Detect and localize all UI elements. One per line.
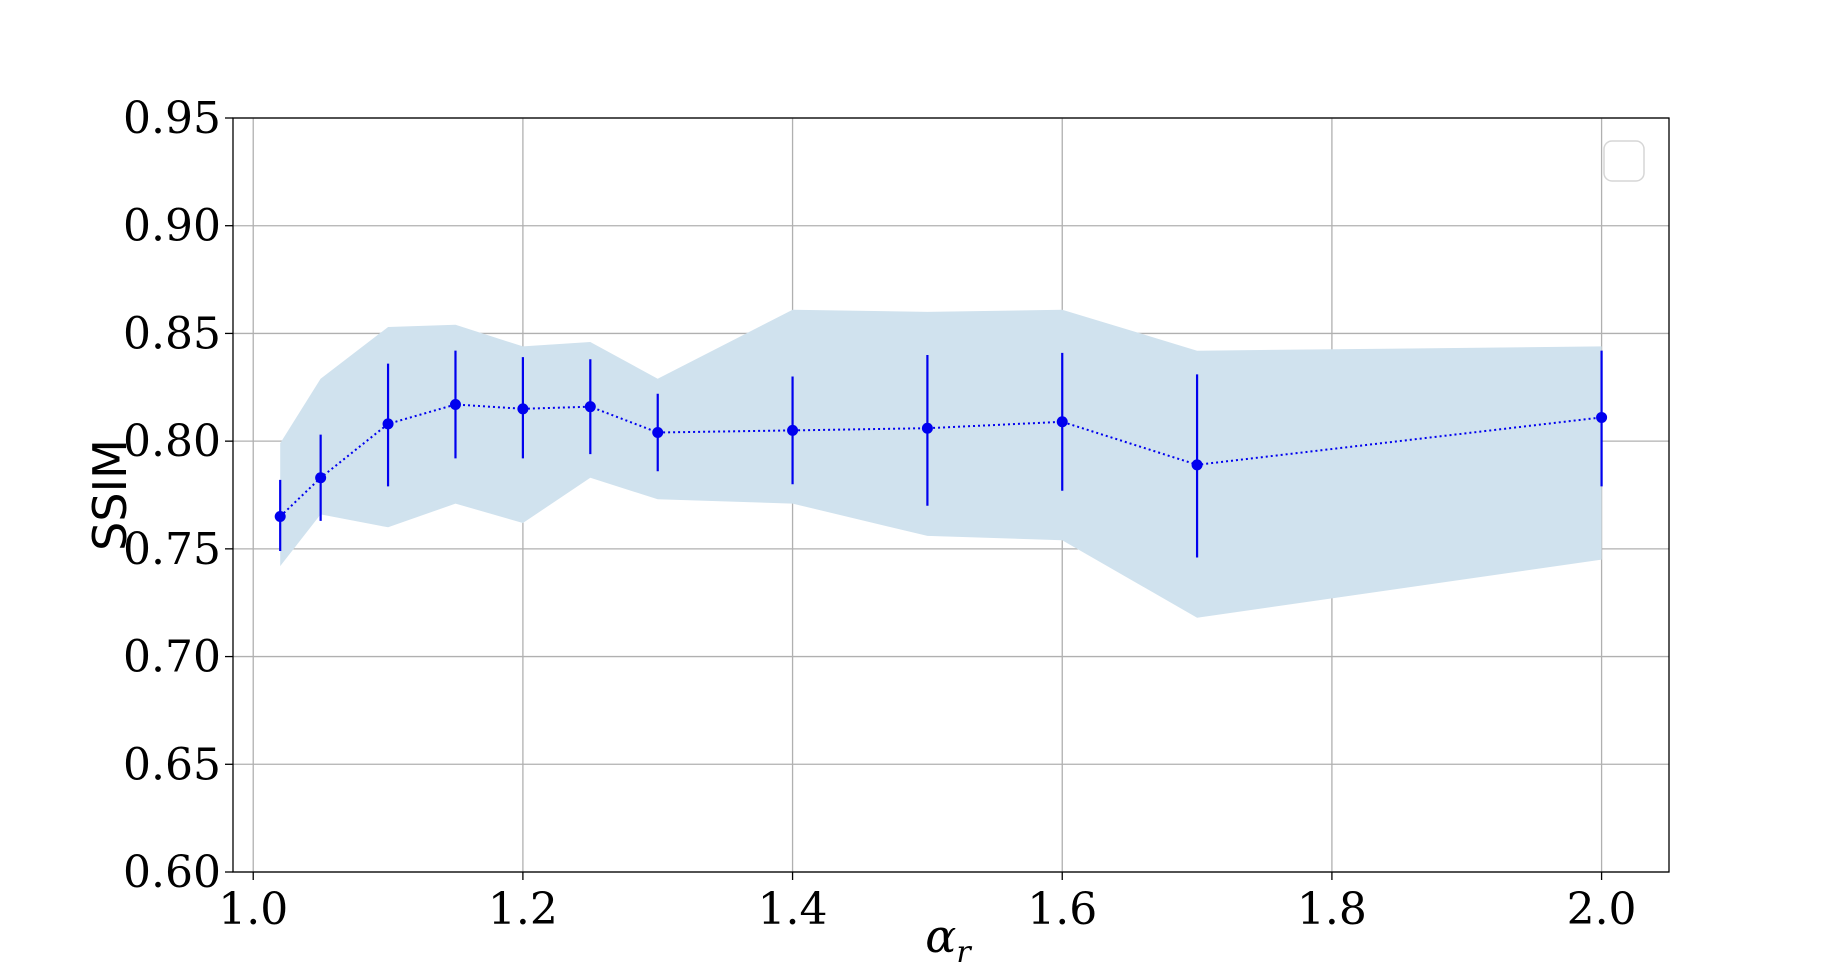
x-tick-label: 1.0 [218, 884, 288, 935]
data-point [584, 401, 596, 413]
y-tick-labels: 0.60 0.65 0.70 0.75 0.80 0.85 0.90 0.95 [123, 93, 221, 898]
x-axis-label-subscript: r [956, 935, 972, 970]
x-axis-label-main: α [925, 909, 956, 963]
data-points [274, 399, 1608, 523]
data-point [449, 399, 461, 411]
x-tick-label: 1.8 [1297, 884, 1367, 935]
x-tick-label: 1.2 [488, 884, 558, 935]
y-tick-label: 0.90 [123, 201, 221, 252]
data-point [1191, 459, 1203, 471]
y-tick-label: 0.75 [123, 524, 221, 575]
data-point [652, 427, 664, 439]
y-tick-label: 0.60 [123, 847, 221, 898]
x-tick-labels: 1.0 1.2 1.4 1.6 1.8 2.0 [218, 884, 1636, 935]
data-point [921, 422, 933, 434]
y-tick-label: 0.65 [123, 739, 221, 790]
band-area [280, 309, 1602, 618]
x-tick-label: 2.0 [1567, 884, 1637, 935]
y-tick-label: 0.70 [123, 632, 221, 683]
data-point [1056, 416, 1068, 428]
x-axis-label: αr [925, 909, 972, 970]
y-tick-label: 0.80 [123, 416, 221, 467]
data-point [274, 511, 286, 523]
data-point [787, 424, 799, 436]
plot-frame [232, 117, 1670, 873]
data-point [315, 472, 327, 484]
legend-box [1603, 140, 1645, 182]
data-point [517, 403, 529, 415]
x-tick-label: 1.4 [758, 884, 828, 935]
data-point [1596, 411, 1608, 423]
confidence-band [280, 309, 1602, 618]
y-axis-label: SSIM [83, 439, 137, 551]
y-tick-label: 0.95 [123, 93, 221, 144]
data-point [382, 418, 394, 430]
x-tick-label: 1.6 [1027, 884, 1097, 935]
y-tick-label: 0.85 [123, 308, 221, 359]
axis-ticks [225, 117, 1603, 880]
